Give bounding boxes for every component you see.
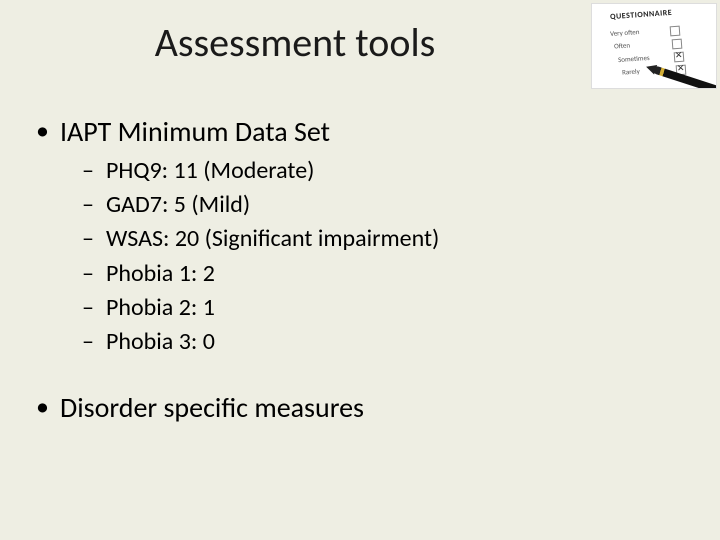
bullet-text: Disorder specific measures bbox=[60, 390, 364, 425]
questionnaire-option: Rarely bbox=[622, 66, 640, 76]
bullet-l2: GAD7: 5 (Mild) bbox=[34, 189, 686, 220]
checkbox-icon bbox=[672, 39, 683, 50]
questionnaire-option: Often bbox=[614, 40, 631, 50]
bullet-text: Phobia 1: 2 bbox=[106, 259, 215, 288]
bullet-l2: PHQ9: 11 (Moderate) bbox=[34, 155, 686, 186]
slide-title: Assessment tools bbox=[0, 18, 590, 67]
bullet-l2: Phobia 2: 1 bbox=[34, 292, 686, 323]
bullet-l2: WSAS: 20 (Significant impairment) bbox=[34, 223, 686, 254]
bullet-text: WSAS: 20 (Significant impairment) bbox=[106, 224, 439, 253]
bullet-text: PHQ9: 11 (Moderate) bbox=[106, 156, 314, 185]
slide-body: IAPT Minimum Data Set PHQ9: 11 (Moderate… bbox=[34, 110, 686, 431]
bullet-text: Phobia 2: 1 bbox=[106, 293, 215, 322]
bullet-text: Phobia 3: 0 bbox=[106, 327, 215, 356]
bullet-l2: Phobia 1: 2 bbox=[34, 258, 686, 289]
questionnaire-icon: QUESTIONNAIRE Very often Often Sometimes… bbox=[592, 4, 716, 88]
bullet-l1: Disorder specific measures bbox=[34, 390, 686, 425]
checkbox-checked-icon bbox=[674, 52, 685, 63]
bullet-text: IAPT Minimum Data Set bbox=[60, 114, 330, 149]
slide: Assessment tools QUESTIONNAIRE Very ofte… bbox=[0, 0, 720, 540]
bullet-l2: Phobia 3: 0 bbox=[34, 326, 686, 357]
spacer bbox=[34, 360, 686, 386]
checkbox-icon bbox=[670, 26, 681, 37]
bullet-l1: IAPT Minimum Data Set bbox=[34, 114, 686, 149]
bullet-text: GAD7: 5 (Mild) bbox=[106, 190, 250, 219]
